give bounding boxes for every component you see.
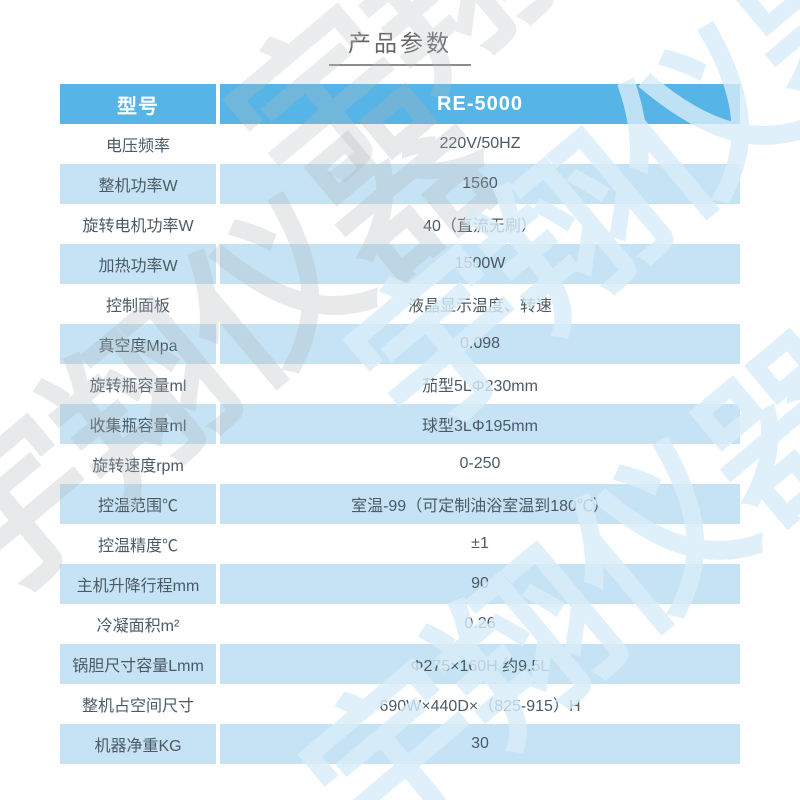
row-value: 0.098 [459, 335, 501, 352]
row-value: 90 [471, 575, 489, 592]
row-label: 冷凝面积m² [60, 604, 220, 644]
row-label: 主机升降行程mm [60, 564, 220, 604]
row-value: 220V/50HZ [439, 135, 521, 152]
header-model-value: RE-5000 [437, 92, 523, 115]
page-title: 产品参数 [348, 30, 452, 56]
row-label: 加热功率W [60, 244, 220, 284]
row-label: 旋转电机功率W [60, 204, 220, 244]
table-row: 电压频率 220V/50HZ [60, 124, 740, 164]
title-underline [329, 64, 471, 66]
row-value: 液晶显示温度、转速 [407, 298, 552, 315]
table-row: 加热功率W 1500W [60, 244, 740, 284]
row-label: 控温范围℃ [60, 484, 220, 524]
row-value: 40（直流无刷） [423, 218, 537, 235]
table-row: 旋转瓶容量ml 茄型5LΦ230mm [60, 364, 740, 404]
row-label: 控温精度℃ [60, 524, 220, 564]
table-row: 收集瓶容量ml 球型3LΦ195mm [60, 404, 740, 444]
table-header-row: 型号 RE-5000 [60, 84, 740, 124]
row-value: 30 [471, 735, 489, 752]
row-label: 旋转瓶容量ml [60, 364, 220, 404]
table-row: 控温范围℃ 室温-99（可定制油浴室温到180℃） [60, 484, 740, 524]
row-value: 690W×440D×（825-915）H [379, 698, 581, 715]
row-value: 室温-99（可定制油浴室温到180℃） [351, 498, 609, 515]
row-value: 1500W [454, 255, 506, 272]
row-label: 控制面板 [60, 284, 220, 324]
spec-table: 型号 RE-5000 电压频率 220V/50HZ 整机功率W 1560 旋转电… [60, 84, 740, 764]
table-row: 整机功率W 1560 [60, 164, 740, 204]
row-label: 旋转速度rpm [60, 444, 220, 484]
table-row: 锅胆尺寸容量Lmm Φ275×160H 约9.5L [60, 644, 740, 684]
table-row: 机器净重KG 30 [60, 724, 740, 764]
row-label: 电压频率 [60, 124, 220, 164]
row-value: ±1 [471, 535, 489, 552]
table-row: 旋转电机功率W 40（直流无刷） [60, 204, 740, 244]
table-row: 旋转速度rpm 0-250 [60, 444, 740, 484]
row-label: 整机功率W [60, 164, 220, 204]
row-label: 收集瓶容量ml [60, 404, 220, 444]
table-row: 真空度Mpa 0.098 [60, 324, 740, 364]
row-value: 球型3LΦ195mm [422, 418, 538, 435]
row-label: 整机占空间尺寸 [60, 684, 220, 724]
row-value: 0-250 [459, 455, 501, 472]
row-value: Φ275×160H 约9.5L [410, 658, 550, 675]
row-label: 真空度Mpa [60, 324, 220, 364]
row-value: 0.26 [464, 615, 496, 632]
table-row: 整机占空间尺寸 690W×440D×（825-915）H [60, 684, 740, 724]
row-value: 1560 [462, 175, 498, 192]
table-row: 控温精度℃ ±1 [60, 524, 740, 564]
row-label: 锅胆尺寸容量Lmm [60, 644, 220, 684]
header-model-label: 型号 [60, 84, 220, 124]
row-label: 机器净重KG [60, 724, 220, 764]
page-header: 产品参数 [0, 24, 800, 66]
table-row: 冷凝面积m² 0.26 [60, 604, 740, 644]
table-row: 主机升降行程mm 90 [60, 564, 740, 604]
row-value: 茄型5LΦ230mm [422, 378, 538, 395]
table-row: 控制面板 液晶显示温度、转速 [60, 284, 740, 324]
